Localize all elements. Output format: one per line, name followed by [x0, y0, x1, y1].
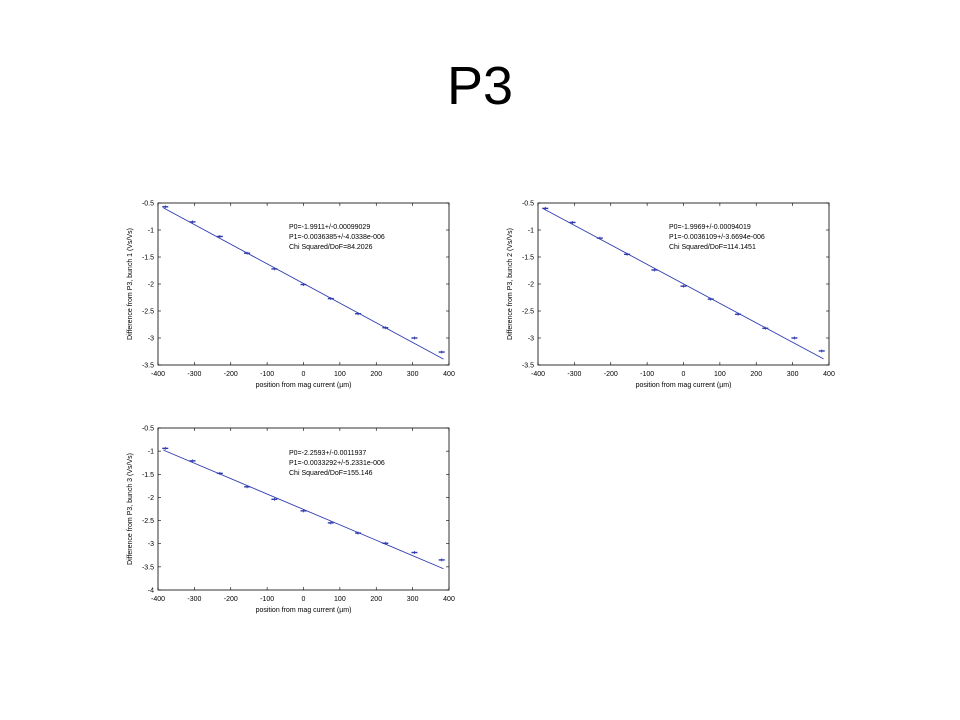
x-axis-label: position from mag current (µm): [256, 382, 352, 389]
y-tick-label: -2.5: [522, 309, 534, 316]
y-tick-label: -1.5: [142, 472, 154, 479]
fit-annotation: Chi Squared/DoF=84.2026: [289, 244, 373, 251]
x-tick-label: -400: [151, 371, 165, 378]
x-tick-label: -400: [151, 596, 165, 603]
x-tick-label: 100: [714, 371, 726, 378]
x-tick-label: 100: [334, 371, 346, 378]
y-tick-label: -1: [148, 449, 154, 456]
x-tick-label: 200: [750, 371, 762, 378]
x-tick-label: 400: [443, 371, 455, 378]
y-tick-label: -2: [148, 282, 154, 289]
x-tick-label: -200: [224, 596, 238, 603]
x-tick-label: 300: [407, 371, 419, 378]
slide-title: P3: [446, 56, 514, 116]
y-tick-label: -0.5: [142, 426, 154, 433]
chart-3: -400 -300 -200 -100 0 100 200 300 400 -0.5 -1 -1.5 -…: [127, 426, 455, 615]
x-tick-label: 200: [370, 596, 382, 603]
y-tick-label: -3: [148, 336, 154, 343]
x-tick-label: -300: [187, 371, 201, 378]
y-axis-label: Difference from P3, bunch 3 (Vs/Vs): [127, 453, 134, 565]
x-axis-label: position from mag current (µm): [256, 607, 352, 614]
y-tick-label: -3.5: [522, 363, 534, 370]
fit-annotation: Chi Squared/DoF=155.146: [289, 470, 373, 477]
y-tick-label: -0.5: [142, 201, 154, 208]
fit-annotation: P1=-0.0036109+/-3.6694e-006: [669, 234, 765, 241]
fit-annotation: Chi Squared/DoF=114.1451: [669, 244, 756, 251]
x-axis-label: position from mag current (µm): [636, 382, 732, 389]
x-tick-label: 400: [823, 371, 835, 378]
x-tick-label: 200: [370, 371, 382, 378]
y-axis-label: Difference from P3, bunch 1 (Vs/Vs): [127, 228, 134, 340]
y-tick-label: -2.5: [142, 518, 154, 525]
y-tick-label: -2: [528, 282, 534, 289]
y-tick-label: -2: [148, 495, 154, 502]
y-tick-label: -3.5: [142, 363, 154, 370]
chart-1: -400 -300 -200 -100 0 100 200 300 400 -0.5 -1 -1.5 -…: [127, 201, 455, 390]
x-tick-label: -100: [260, 596, 274, 603]
chart-2: -400 -300 -200 -100 0 100 200 300 400 -0.5 -1 -1.5 -…: [507, 201, 835, 390]
x-tick-label: -400: [531, 371, 545, 378]
y-tick-label: -1.5: [522, 255, 534, 262]
y-tick-label: -1.5: [142, 255, 154, 262]
fit-line: [543, 208, 824, 360]
x-tick-label: 0: [302, 371, 306, 378]
y-tick-label: -1: [528, 228, 534, 235]
fit-annotation: P0=-1.9911+/-0.00099029: [289, 224, 370, 231]
x-tick-label: 100: [334, 596, 346, 603]
x-tick-label: -100: [640, 371, 654, 378]
fit-annotation: P1=-0.0036385+/-4.0338e-006: [289, 234, 385, 241]
x-tick-label: -300: [187, 596, 201, 603]
y-tick-label: -0.5: [522, 201, 534, 208]
y-tick-label: -1: [148, 228, 154, 235]
y-tick-label: -3: [528, 336, 534, 343]
fit-annotation: P0=-2.2593+/-0.0011937: [289, 450, 366, 457]
y-axis-label: Difference from P3, bunch 2 (Vs/Vs): [507, 228, 514, 340]
y-tick-label: -2.5: [142, 309, 154, 316]
y-tick-label: -3: [148, 541, 154, 548]
x-tick-label: 300: [787, 371, 799, 378]
x-tick-label: 400: [443, 596, 455, 603]
x-tick-label: -200: [604, 371, 618, 378]
fit-annotation: P0=-1.9969+/-0.00094019: [669, 224, 751, 231]
x-tick-label: -300: [567, 371, 581, 378]
fit-annotation: P1=-0.0033292+/-5.2331e-006: [289, 460, 385, 467]
y-tick-label: -3.5: [142, 564, 154, 571]
x-tick-label: 0: [682, 371, 686, 378]
x-tick-label: 300: [407, 596, 419, 603]
x-tick-label: 0: [302, 596, 306, 603]
x-tick-label: -100: [260, 371, 274, 378]
x-tick-label: -200: [224, 371, 238, 378]
y-tick-label: -4: [148, 588, 154, 595]
